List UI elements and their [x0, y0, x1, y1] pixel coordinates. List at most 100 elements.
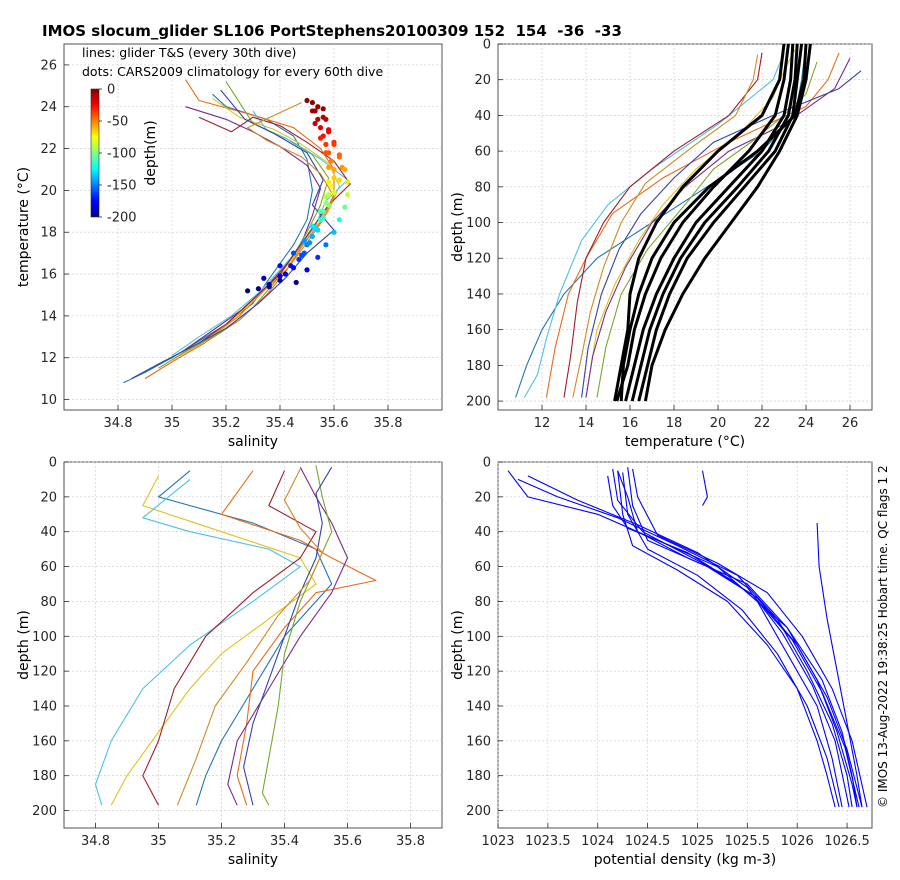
climatology-dot [288, 263, 294, 269]
y-tick-label: 180 [466, 359, 491, 374]
y-tick-label: 160 [466, 323, 491, 338]
climatology-dot [323, 194, 329, 200]
plot-area [497, 461, 873, 829]
climatology-dot [309, 99, 315, 106]
y-tick-label: 22 [40, 142, 57, 157]
y-axis-label: depth (m) [450, 610, 466, 680]
climatology-dot [304, 97, 310, 104]
series-group [94, 465, 377, 806]
climatology-dot [315, 116, 321, 122]
climatology-profile-line [643, 44, 812, 402]
climatology-dot [326, 129, 332, 135]
climatology-dot [320, 106, 326, 112]
glider-profile-line [142, 470, 317, 806]
density-profile-line [617, 470, 858, 808]
x-axis-label: temperature (°C) [625, 434, 745, 450]
y-tick-label: 24 [40, 100, 57, 115]
y-tick-label: 60 [474, 560, 491, 575]
climatology-profile-line [624, 44, 795, 402]
y-tick-label: 20 [474, 73, 491, 88]
x-tick-label: 14 [578, 416, 595, 431]
climatology-dot [277, 277, 283, 283]
x-tick-label: 1024 [581, 834, 614, 849]
climatology-dot [277, 273, 283, 279]
y-tick-label: 200 [466, 395, 491, 410]
x-tick-label: 35 [164, 416, 181, 431]
glider-profile-line [110, 475, 317, 806]
plot-area [63, 461, 443, 829]
series-group [515, 44, 862, 402]
climatology-dot [336, 177, 342, 183]
x-tick-label: 35.8 [396, 834, 425, 849]
climatology-dot [328, 158, 334, 164]
climatology-dot [323, 150, 329, 156]
glider-profile-line [572, 54, 759, 398]
y-tick-label: 80 [474, 180, 491, 195]
glider-profile-line [227, 466, 349, 806]
density-profile-line [627, 467, 863, 808]
y-tick-label: 180 [32, 769, 57, 784]
glider-profile-line [581, 70, 862, 398]
climatology-dot [331, 229, 337, 235]
climatology-dot [299, 252, 305, 258]
climatology-dot [309, 108, 315, 114]
density-profile-line [527, 475, 850, 808]
x-tick-label: 1026.5 [824, 834, 870, 849]
x-tick-label: 35.4 [270, 834, 299, 849]
climatology-dot [315, 104, 321, 110]
climatology-dot [312, 120, 318, 127]
series-group [123, 79, 351, 384]
density-profile-line [701, 470, 708, 506]
x-tick-label: 1023 [481, 834, 514, 849]
climatology-dot [317, 135, 324, 141]
y-tick-label: 20 [474, 490, 491, 505]
y-axis-label: temperature (°C) [16, 167, 32, 287]
y-tick-label: 14 [40, 309, 57, 324]
y-tick-label: 60 [40, 560, 57, 575]
y-tick-label: 100 [466, 216, 491, 231]
climatology-dot [315, 227, 321, 233]
glider-profile-line [563, 52, 763, 398]
density-profile-line [612, 468, 860, 808]
glider-profile-line [131, 89, 335, 380]
y-tick-label: 140 [466, 287, 491, 302]
climatology-dot [290, 250, 297, 256]
glider-profile-line [220, 470, 377, 806]
y-tick-label: 100 [32, 630, 57, 645]
climatology-dot [266, 284, 272, 290]
climatology-dot [317, 125, 324, 131]
x-tick-label: 34.8 [81, 834, 110, 849]
climatology-dot [307, 240, 313, 246]
climatology-dot [336, 154, 342, 160]
colorbar-tick-label: -50 [107, 115, 128, 130]
x-tick-label: 22 [754, 416, 771, 431]
climatology-dot [309, 233, 315, 240]
climatology-dot [331, 189, 337, 196]
x-axis-label: salinity [228, 852, 278, 868]
y-tick-label: 200 [32, 804, 57, 819]
x-tick-label: 1024.5 [625, 834, 671, 849]
glider-profile-line [261, 465, 333, 806]
y-tick-label: 16 [40, 268, 57, 283]
y-axis-label: depth (m) [16, 610, 32, 680]
y-tick-label: 12 [40, 351, 57, 366]
y-tick-label: 20 [40, 184, 57, 199]
climatology-dot [282, 271, 288, 277]
colorbar: 0 -50 -100 -150 -200 depth(m) [90, 83, 159, 226]
y-tick-label: 160 [32, 734, 57, 749]
density-profile-line [622, 472, 840, 808]
climatology-dot [326, 179, 332, 185]
y-tick-label: 40 [40, 525, 57, 540]
glider-profile-line [94, 478, 301, 806]
glider-profile-line [212, 102, 335, 336]
density-profile-line [617, 470, 836, 808]
climatology-dot [342, 166, 348, 173]
y-tick-label: 80 [40, 595, 57, 610]
y-tick-label: 40 [474, 109, 491, 124]
climatology-profile-line [637, 44, 804, 402]
climatology-dot [326, 202, 332, 208]
x-axis-label: salinity [228, 434, 278, 450]
y-tick-label: 200 [466, 804, 491, 819]
x-tick-label: 18 [666, 416, 683, 431]
